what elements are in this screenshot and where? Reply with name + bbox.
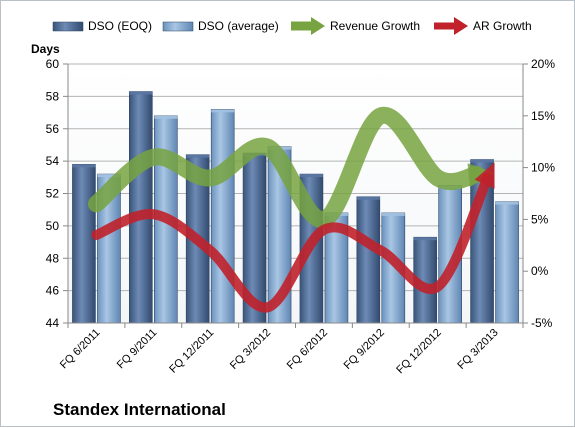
y-axis-title: Days <box>31 42 60 56</box>
bar-top-cap <box>72 164 96 168</box>
bar-dso-eoq <box>129 91 153 324</box>
legend: DSO (EOQ) DSO (average) Revenue Growth AR G… <box>52 17 532 35</box>
right-tick-label: 20% <box>531 57 555 71</box>
bar-top-cap <box>413 237 437 241</box>
bar-top-cap <box>356 196 380 200</box>
right-axis-ticks: -5% 0% 5% 10% 15% 20% <box>523 57 555 330</box>
bar-dso-average <box>495 201 519 324</box>
right-tick-label: 10% <box>531 161 555 175</box>
left-tick-label: 56 <box>46 122 60 136</box>
bar-top-cap <box>299 174 323 178</box>
bar-top-cap <box>129 91 153 95</box>
legend-swatch <box>52 21 84 32</box>
right-tick-label: 5% <box>531 212 549 226</box>
left-tick-label: 44 <box>46 316 60 330</box>
right-tick-label: -5% <box>531 316 553 330</box>
left-tick-label: 54 <box>46 154 60 168</box>
right-tick-label: 15% <box>531 109 555 123</box>
category-labels: FQ 6/2011 FQ 9/2011 FQ 12/2011 FQ 3/2012 FQ … <box>58 327 501 377</box>
category-label: FQ 9/2012 <box>342 327 387 372</box>
bar-top-cap <box>470 159 494 163</box>
revenue-growth-line <box>87 106 485 228</box>
category-label: FQ 3/2012 <box>228 327 273 372</box>
bar-top-cap <box>97 174 121 178</box>
bar-dso-eoq <box>356 196 381 324</box>
ar-growth-arrowhead <box>474 162 495 189</box>
category-label: FQ 6/2011 <box>58 327 103 372</box>
category-label: FQ 9/2011 <box>115 327 160 372</box>
legend-label: AR Growth <box>473 19 532 33</box>
legend-arrowhead <box>454 17 468 35</box>
left-tick-label: 52 <box>46 187 60 201</box>
left-axis-ticks: 44 46 48 50 52 54 56 58 60 <box>46 57 68 330</box>
bar-top-cap <box>381 212 405 216</box>
right-tick-label: 0% <box>531 264 549 278</box>
growth-lines <box>87 106 495 313</box>
bar-top-cap <box>211 109 235 113</box>
left-tick-label: 48 <box>46 251 60 265</box>
legend-swatch <box>162 21 194 32</box>
left-tick-label: 60 <box>46 57 60 71</box>
bar-top-cap <box>186 154 210 158</box>
legend-arrowhead <box>311 17 325 35</box>
ar-growth-line <box>91 172 493 313</box>
left-tick-label: 50 <box>46 219 60 233</box>
bar-top-cap <box>154 115 178 119</box>
company-label: Standex International <box>53 400 226 419</box>
legend-label: DSO (EOQ) <box>88 19 152 33</box>
legend-label: Revenue Growth <box>330 19 420 33</box>
left-tick-label: 46 <box>46 284 60 298</box>
bar-dso-average <box>210 109 235 324</box>
category-label: FQ 6/2012 <box>285 327 330 372</box>
legend-label: DSO (average) <box>198 19 279 33</box>
category-label: FQ 12/2012 <box>394 327 444 377</box>
bar-top-cap <box>495 201 519 205</box>
category-label: FQ 3/2013 <box>455 327 500 372</box>
bar-dso-eoq <box>72 164 96 324</box>
left-tick-label: 58 <box>46 89 60 103</box>
category-label: FQ 12/2011 <box>167 327 216 376</box>
